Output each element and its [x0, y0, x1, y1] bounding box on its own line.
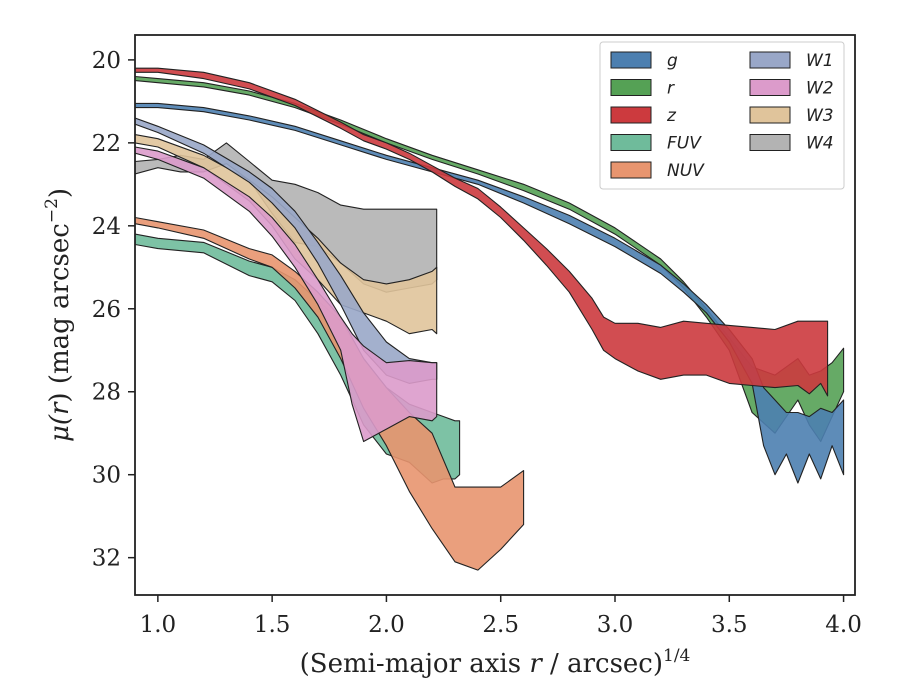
- legend-item-z: z: [610, 106, 677, 126]
- y-tick-label: 32: [92, 546, 121, 572]
- legend-label: r: [667, 79, 675, 99]
- legend-item-r: r: [610, 79, 675, 99]
- legend-item-g: g: [610, 51, 678, 71]
- x-tick-label: 3.0: [597, 612, 634, 638]
- legend-item-w2: W2: [749, 79, 834, 99]
- legend-item-w1: W1: [749, 51, 834, 71]
- band-z: [135, 67, 829, 397]
- legend-label: FUV: [667, 134, 702, 154]
- legend-item-fuv: FUV: [610, 134, 702, 154]
- legend-swatch: [610, 79, 652, 96]
- y-axis-label: μ(r) (mag arcsec−2): [42, 188, 75, 442]
- y-tick-label: 22: [92, 131, 121, 157]
- band-w2: [135, 146, 438, 443]
- x-tick-label: 2.0: [368, 612, 405, 638]
- x-axis-label: (Semi-major axis r / arcsec)1/4: [300, 646, 691, 679]
- legend-swatch: [749, 79, 791, 96]
- y-tick-label: 26: [92, 297, 121, 323]
- y-axis: 20 22 24 26 28 30 32: [92, 48, 135, 572]
- legend-item-w4: W4: [749, 134, 834, 154]
- legend-swatch: [749, 51, 791, 69]
- x-tick-label: 2.5: [482, 612, 519, 638]
- legend-label: g: [667, 51, 678, 71]
- legend: grz FUV NUV W1 W2 W3 W4: [599, 41, 845, 190]
- x-tick-label: 4.0: [825, 612, 862, 638]
- legend-swatch: [749, 134, 791, 151]
- legend-swatch: [749, 106, 791, 124]
- plot-frame: [134, 34, 856, 596]
- legend-item-w3: W3: [749, 106, 834, 126]
- legend-swatch: [610, 134, 652, 151]
- legend-label: W2: [806, 79, 834, 99]
- legend-swatch: [610, 161, 652, 179]
- legend-label: z: [666, 106, 677, 126]
- x-tick-label: 1.5: [254, 612, 291, 638]
- legend-box: [599, 41, 845, 190]
- legend-label: W4: [806, 134, 834, 154]
- profile-bands: [135, 67, 845, 571]
- x-tick-label: 3.5: [711, 612, 748, 638]
- legend-item-nuv: NUV: [610, 161, 705, 181]
- legend-label: W1: [806, 51, 834, 71]
- y-tick-label: 30: [92, 463, 121, 489]
- x-axis: 1.0 1.5 2.0 2.5 3.0 3.5 4.0: [140, 595, 862, 638]
- y-tick-label: 28: [92, 380, 121, 406]
- legend-label: W3: [806, 106, 834, 126]
- legend-label: NUV: [667, 161, 705, 181]
- legend-swatch: [610, 106, 652, 124]
- x-tick-label: 1.0: [140, 612, 177, 638]
- legend-swatch: [610, 51, 652, 69]
- y-tick-label: 24: [92, 214, 121, 240]
- y-tick-label: 20: [92, 48, 121, 74]
